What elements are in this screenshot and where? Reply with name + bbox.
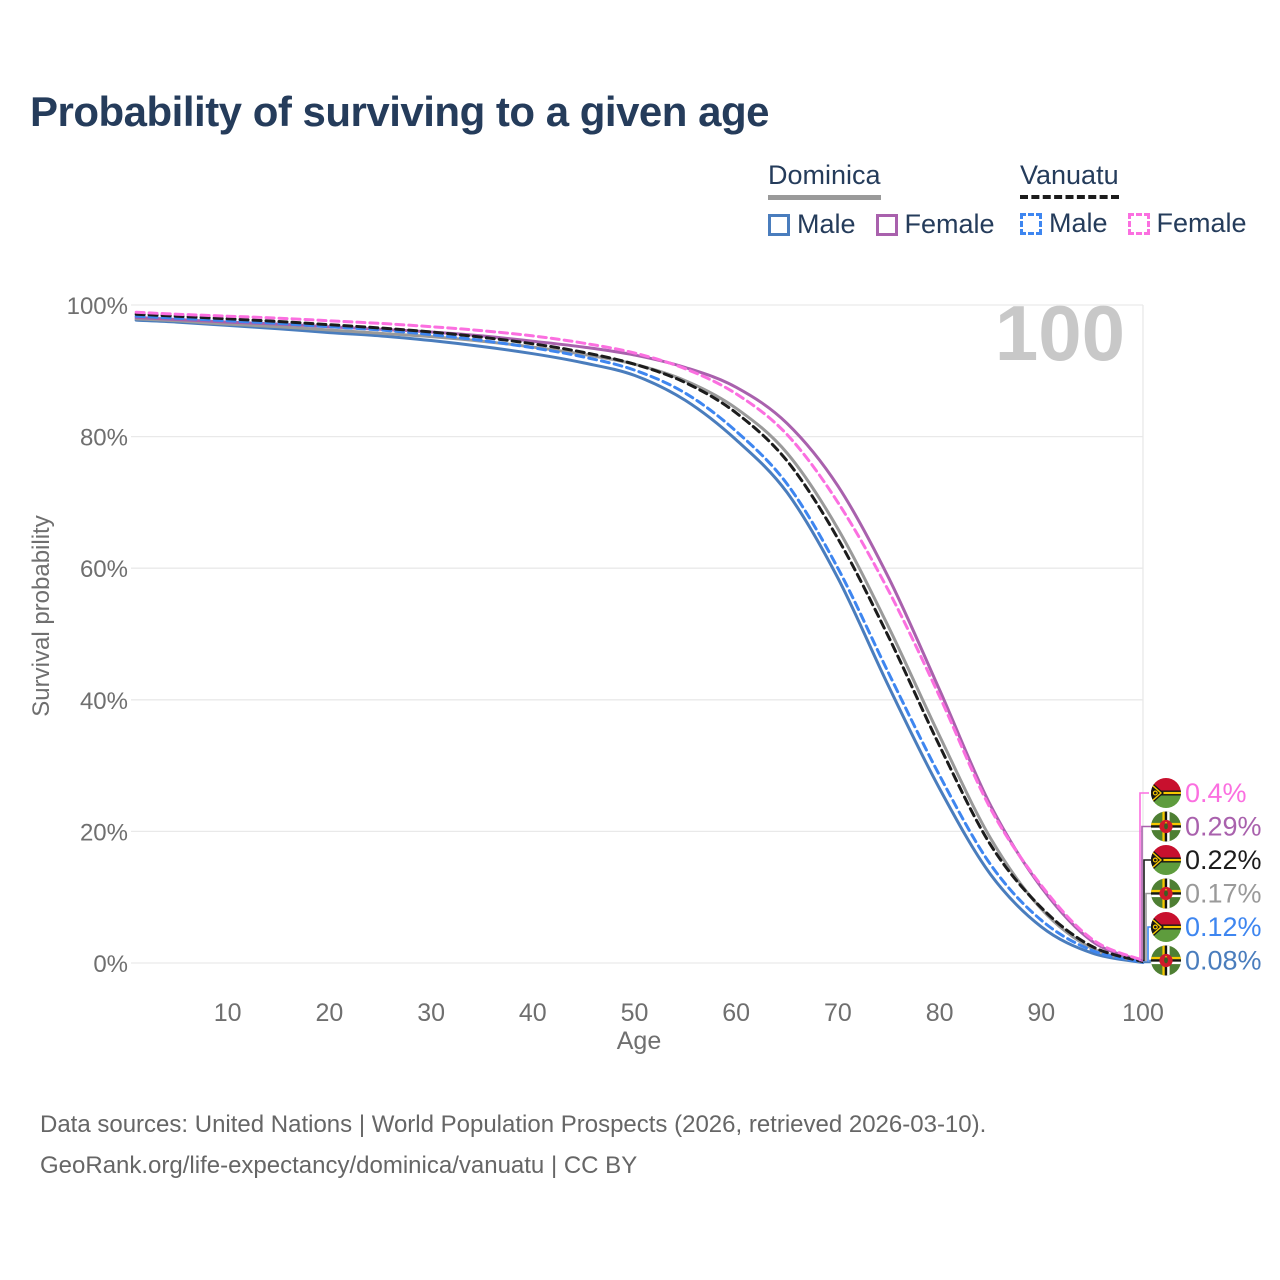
legend-item-vanuatu-male[interactable]: Male <box>1020 208 1108 239</box>
vanuatu-flag-icon <box>1151 845 1181 875</box>
legend-item-dominica-female[interactable]: Female <box>875 209 995 240</box>
legend-items-dominica: Male Female <box>768 209 995 240</box>
legend-item-vanuatu-female[interactable]: Female <box>1127 208 1247 239</box>
dominica-male-swatch-icon <box>768 213 790 236</box>
y-tick-label: 20% <box>80 819 128 846</box>
end-value-label-vanuatu_female: 0.4% <box>1185 778 1247 808</box>
end-value-label-dominica_female: 0.29% <box>1185 812 1262 842</box>
dominica-flag-icon <box>1151 812 1181 842</box>
x-tick-label: 80 <box>926 999 954 1027</box>
series-line-dominica_female[interactable] <box>134 316 1145 963</box>
series-line-vanuatu_total[interactable] <box>134 312 1145 964</box>
vanuatu-male-swatch-icon <box>1020 212 1042 235</box>
legend-items-vanuatu: Male Female <box>1020 208 1247 239</box>
x-tick-label: 30 <box>417 999 445 1027</box>
y-axis-title: Survival probability <box>28 515 55 717</box>
y-tick-label: 60% <box>80 556 128 583</box>
legend-item-label: Female <box>1156 208 1247 238</box>
x-tick-label: 100 <box>1122 999 1164 1027</box>
series-line-vanuatu_male[interactable] <box>134 314 1145 964</box>
footer-sources-line: Data sources: United Nations | World Pop… <box>40 1111 987 1138</box>
legend-group-vanuatu: Vanuatu Male Female <box>1020 160 1247 239</box>
footer-attribution-line: GeoRank.org/life-expectancy/dominica/van… <box>40 1151 638 1179</box>
y-tick-label: 40% <box>80 688 128 715</box>
age-watermark: 100 <box>994 289 1125 377</box>
legend-item-label: Male <box>797 209 856 239</box>
x-tick-label: 90 <box>1027 999 1055 1027</box>
x-tick-label: 40 <box>519 999 547 1027</box>
vanuatu-flag-icon <box>1151 778 1181 808</box>
series-line-vanuatu_female[interactable] <box>134 310 1145 962</box>
y-tick-label: 80% <box>80 425 128 452</box>
x-tick-label: 60 <box>722 999 750 1027</box>
y-tick-label: 100% <box>67 293 128 320</box>
dominica-female-swatch-icon <box>875 213 898 236</box>
end-value-label-dominica_male: 0.08% <box>1185 946 1262 976</box>
series-line-dominica_male[interactable] <box>134 318 1145 964</box>
legend-group-dominica: Dominica Male Female <box>768 160 995 240</box>
chart-gridlines <box>131 304 1144 964</box>
legend-group-title-dominica: Dominica <box>768 160 881 200</box>
x-axis-tick-labels: 10 20 30 40 50 60 70 80 90 100 <box>214 999 1164 1027</box>
legend-item-label: Male <box>1049 208 1108 238</box>
y-tick-label: 0% <box>93 951 128 978</box>
x-tick-label: 20 <box>315 999 343 1027</box>
end-value-label-vanuatu_male: 0.12% <box>1185 912 1262 942</box>
vanuatu-female-swatch-icon <box>1127 212 1150 235</box>
dominica-flag-icon <box>1151 946 1181 976</box>
legend-group-title-vanuatu: Vanuatu <box>1020 160 1119 199</box>
end-value-label-vanuatu_total: 0.22% <box>1185 845 1262 875</box>
legend-item-dominica-male[interactable]: Male <box>768 209 856 240</box>
data-source-footer: Data sources: United Nations | World Pop… <box>40 1105 986 1187</box>
vanuatu-flag-icon <box>1151 912 1181 942</box>
dominica-flag-icon <box>1151 879 1181 909</box>
end-value-label-dominica_total: 0.17% <box>1185 879 1262 909</box>
x-tick-label: 50 <box>621 999 649 1027</box>
end-value-annotations: 0.4% 0.29%0.22% 0.17%0.12% 0.08% <box>1139 778 1262 976</box>
series-line-dominica_total[interactable] <box>134 317 1145 964</box>
y-axis-tick-labels: 0% 20% 40% 60% 80% 100% <box>67 293 128 978</box>
x-tick-label: 10 <box>214 999 242 1027</box>
survival-curves <box>134 310 1145 964</box>
page-title: Probability of surviving to a given age <box>30 88 769 135</box>
x-tick-label: 70 <box>824 999 852 1027</box>
end-label-connector-dominica_female <box>1141 825 1151 962</box>
x-axis-title: Age <box>616 1027 662 1055</box>
legend-item-label: Female <box>904 209 995 239</box>
